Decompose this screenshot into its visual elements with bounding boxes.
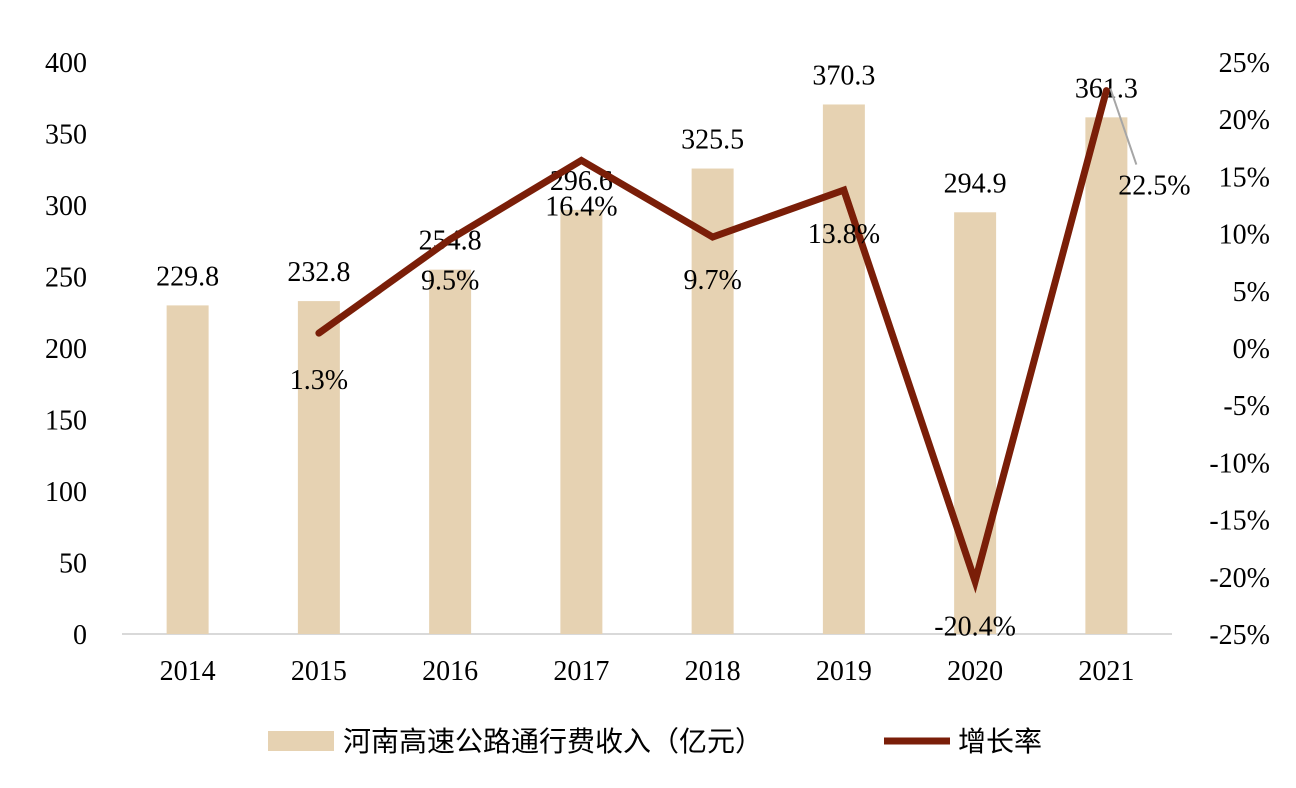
bar-series — [166, 104, 1128, 634]
bar-data-label: 325.5 — [681, 125, 744, 156]
x-tick-label: 2020 — [947, 656, 1003, 687]
rate-data-label: 9.5% — [421, 265, 479, 296]
left-tick-label: 0 — [73, 620, 87, 651]
rate-data-label: -20.4% — [934, 611, 1016, 642]
left-tick-label: 350 — [45, 120, 87, 151]
line-data-labels: 1.3% 9.5% 16.4% 9.7% 13.8% -20.4% 22.5% — [290, 88, 1191, 642]
left-tick-label: 200 — [45, 334, 87, 365]
right-tick-label: -15% — [1209, 506, 1270, 537]
right-tick-label: 10% — [1219, 220, 1270, 251]
legend-bar-swatch — [268, 731, 334, 751]
bar — [691, 168, 734, 634]
right-tick-label: 5% — [1233, 277, 1270, 308]
x-tick-label: 2016 — [422, 656, 478, 687]
x-tick-label: 2019 — [816, 656, 872, 687]
right-tick-label: -20% — [1209, 563, 1270, 594]
legend-line-label: 增长率 — [958, 725, 1042, 758]
bar-data-label: 294.9 — [944, 168, 1007, 199]
left-tick-label: 300 — [45, 191, 87, 222]
bar — [166, 305, 209, 634]
bar — [429, 269, 472, 634]
legend-bar-label: 河南高速公路通行费收入（亿元） — [343, 725, 763, 758]
left-tick-label: 50 — [59, 549, 87, 580]
bar — [954, 212, 997, 634]
rate-label-leader-line — [1109, 88, 1138, 165]
bar — [560, 209, 603, 634]
rate-data-label: 13.8% — [808, 219, 880, 250]
left-axis-ticks: 0 50 100 150 200 250 300 350 400 — [45, 48, 87, 651]
right-tick-label: -10% — [1209, 448, 1270, 479]
bar — [297, 301, 340, 634]
line-series — [315, 87, 1110, 594]
x-tick-label: 2017 — [553, 656, 609, 687]
right-tick-label: 25% — [1219, 48, 1270, 79]
growth-rate-line — [315, 87, 1110, 594]
x-tick-label: 2014 — [160, 656, 216, 687]
rate-data-label: 9.7% — [683, 265, 741, 296]
left-tick-label: 150 — [45, 406, 87, 437]
right-tick-label: 15% — [1219, 162, 1270, 193]
bar — [1085, 117, 1128, 634]
bar-data-label: 232.8 — [287, 257, 350, 288]
bar — [822, 104, 865, 634]
bar-data-label: 370.3 — [812, 60, 875, 91]
bar-data-label: 229.8 — [156, 261, 219, 292]
legend: 河南高速公路通行费收入（亿元） 增长率 — [268, 725, 1042, 758]
right-tick-label: 0% — [1233, 334, 1270, 365]
left-tick-label: 250 — [45, 263, 87, 294]
rate-data-label: 16.4% — [545, 191, 617, 222]
left-tick-label: 400 — [45, 48, 87, 79]
right-tick-label: 20% — [1219, 105, 1270, 136]
left-tick-label: 100 — [45, 477, 87, 508]
rate-data-label: 1.3% — [290, 365, 348, 396]
x-tick-label: 2018 — [685, 656, 741, 687]
right-tick-label: -5% — [1223, 391, 1270, 422]
x-axis-ticks: 2014 2015 2016 2017 2018 2019 2020 2021 — [160, 656, 1135, 687]
x-tick-label: 2021 — [1078, 656, 1134, 687]
right-tick-label: -25% — [1209, 620, 1270, 651]
x-tick-label: 2015 — [291, 656, 347, 687]
right-axis-ticks: -25% -20% -15% -10% -5% 0% 5% 10% 15% 20% 25% — [1209, 48, 1270, 651]
rate-data-label: 22.5% — [1118, 171, 1190, 202]
